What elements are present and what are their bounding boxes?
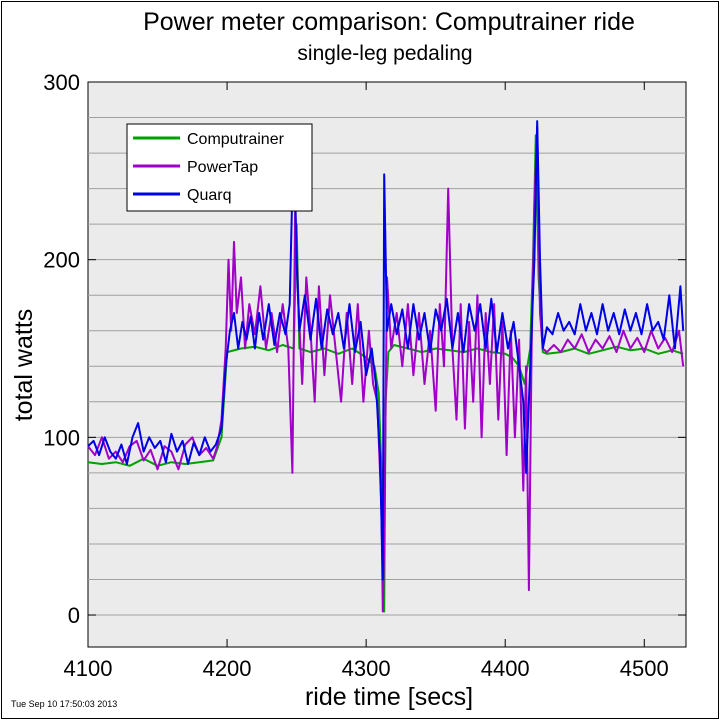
chart-title: Power meter comparison: Computrainer rid… <box>143 8 635 36</box>
timestamp: Tue Sep 10 17:50:03 2013 <box>11 699 117 709</box>
legend-label-computrainer: Computrainer <box>187 131 285 148</box>
y-tick-label: 300 <box>43 70 80 95</box>
legend: Computrainer PowerTap Quarq <box>126 123 313 212</box>
series-line-quarq <box>87 120 685 581</box>
legend-label-quarq: Quarq <box>187 187 231 204</box>
y-tick-label: 100 <box>43 425 80 450</box>
x-tick-label: 4400 <box>481 656 530 681</box>
y-tick-label: 0 <box>68 603 80 628</box>
gridlines <box>88 117 686 616</box>
x-axis-label: ride time [secs] <box>305 683 473 711</box>
x-tick-label: 4100 <box>64 656 113 681</box>
x-tick-label: 4500 <box>620 656 669 681</box>
y-tick-label: 200 <box>43 248 80 273</box>
x-tick-label: 4200 <box>203 656 252 681</box>
chart-subtitle: single-leg pedaling <box>297 42 472 65</box>
axis-ticks: 4100 4200 4300 4400 4500 0 100 200 300 <box>43 70 686 681</box>
x-tick-label: 4300 <box>342 656 391 681</box>
y-axis-label: total watts <box>10 309 38 422</box>
series-layer <box>87 120 685 613</box>
legend-label-powertap: PowerTap <box>187 159 258 176</box>
